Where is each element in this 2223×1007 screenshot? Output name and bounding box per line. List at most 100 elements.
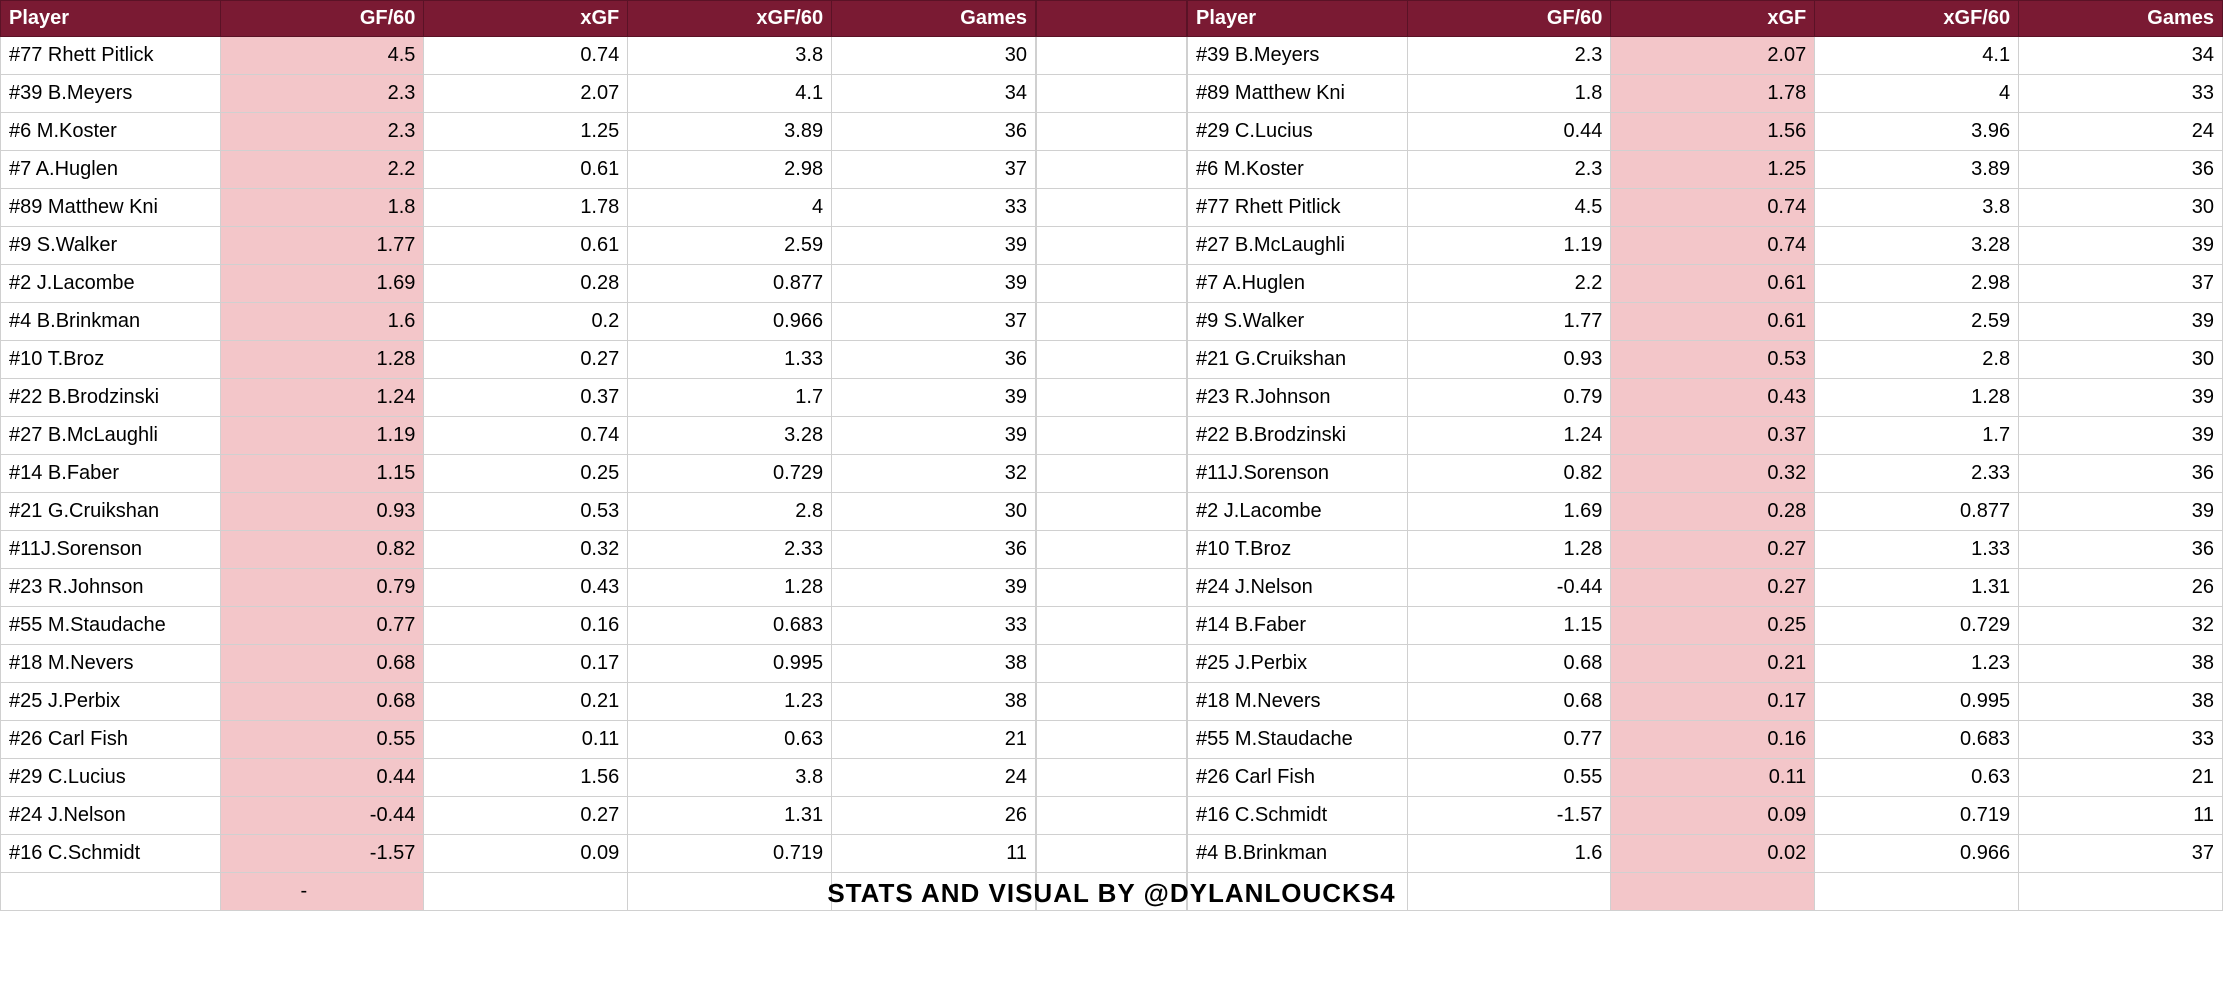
stat-cell: 1.78 — [424, 189, 628, 227]
stat-cell: 0.61 — [1611, 303, 1815, 341]
spacer-cell — [1037, 113, 1187, 151]
spacer-row — [1037, 759, 1187, 797]
stat-cell: 0.79 — [1407, 379, 1611, 417]
stat-cell: 0.61 — [1611, 265, 1815, 303]
table-row: #6 M.Koster2.31.253.8936 — [1, 113, 1036, 151]
stat-cell: 0.82 — [1407, 455, 1611, 493]
stat-cell: 0.995 — [1815, 683, 2019, 721]
table-row: #7 A.Huglen2.20.612.9837 — [1, 151, 1036, 189]
stat-cell: 1.6 — [220, 303, 424, 341]
stat-cell: 0.25 — [1611, 607, 1815, 645]
stat-cell: 2.33 — [628, 531, 832, 569]
stat-cell: 1.8 — [220, 189, 424, 227]
player-cell: #16 C.Schmidt — [1188, 797, 1408, 835]
stat-cell: 2.3 — [220, 75, 424, 113]
blank-cell: - — [220, 873, 424, 911]
table-row: #16 C.Schmidt-1.570.090.71911 — [1188, 797, 2223, 835]
stat-cell: 0.63 — [628, 721, 832, 759]
stat-cell: 2.59 — [1815, 303, 2019, 341]
table-row: #2 J.Lacombe1.690.280.87739 — [1188, 493, 2223, 531]
stat-cell: 38 — [832, 645, 1036, 683]
stat-cell: 37 — [832, 303, 1036, 341]
table-row: #11J.Sorenson0.820.322.3336 — [1, 531, 1036, 569]
stat-cell: -1.57 — [1407, 797, 1611, 835]
spacer-cell — [1037, 455, 1187, 493]
stat-cell: 0.74 — [1611, 189, 1815, 227]
table-row: #7 A.Huglen2.20.612.9837 — [1188, 265, 2223, 303]
stat-cell: 36 — [2019, 455, 2223, 493]
stat-cell: 2.2 — [220, 151, 424, 189]
player-cell: #26 Carl Fish — [1188, 759, 1408, 797]
stat-cell: 0.44 — [1407, 113, 1611, 151]
table-row: #55 M.Staudache0.770.160.68333 — [1188, 721, 2223, 759]
stat-cell: 2.2 — [1407, 265, 1611, 303]
spacer-cell — [1037, 189, 1187, 227]
spacer-cell — [1037, 607, 1187, 645]
stat-cell: 33 — [832, 607, 1036, 645]
stat-cell: 33 — [2019, 721, 2223, 759]
player-cell: #2 J.Lacombe — [1188, 493, 1408, 531]
stat-cell: 2.3 — [1407, 151, 1611, 189]
stat-cell: 32 — [2019, 607, 2223, 645]
stat-cell: 2.3 — [220, 113, 424, 151]
stat-cell: 39 — [2019, 417, 2223, 455]
table-row: #2 J.Lacombe1.690.280.87739 — [1, 265, 1036, 303]
spacer-row — [1037, 227, 1187, 265]
stat-cell: 0.729 — [628, 455, 832, 493]
left-table-body: #77 Rhett Pitlick4.50.743.830#39 B.Meyer… — [1, 37, 1036, 911]
stat-cell: 1.69 — [1407, 493, 1611, 531]
spacer-row — [1037, 493, 1187, 531]
spacer-row — [1037, 341, 1187, 379]
player-cell: #77 Rhett Pitlick — [1188, 189, 1408, 227]
stat-cell: 0.09 — [1611, 797, 1815, 835]
player-cell: #55 M.Staudache — [1, 607, 221, 645]
table-row: #25 J.Perbix0.680.211.2338 — [1, 683, 1036, 721]
stat-cell: 1.24 — [220, 379, 424, 417]
table-row: #14 B.Faber1.150.250.72932 — [1, 455, 1036, 493]
spacer-row — [1037, 113, 1187, 151]
player-cell: #39 B.Meyers — [1188, 37, 1408, 75]
stat-cell: 0.25 — [424, 455, 628, 493]
stat-cell: 0.28 — [1611, 493, 1815, 531]
player-cell: #21 G.Cruikshan — [1, 493, 221, 531]
stat-cell: 1.28 — [1815, 379, 2019, 417]
col-header-games: Games — [2019, 1, 2223, 37]
stat-cell: 3.89 — [628, 113, 832, 151]
player-cell: #14 B.Faber — [1, 455, 221, 493]
table-row: #26 Carl Fish0.550.110.6321 — [1, 721, 1036, 759]
table-row: #89 Matthew Kni1.81.78433 — [1188, 75, 2223, 113]
spacer-row — [1037, 721, 1187, 759]
stat-cell: 36 — [2019, 531, 2223, 569]
spacer-row — [1037, 189, 1187, 227]
tables-container: Player GF/60 xGF xGF/60 Games #77 Rhett … — [0, 0, 2223, 911]
stat-cell: 0.68 — [1407, 683, 1611, 721]
stat-cell: 0.74 — [424, 417, 628, 455]
col-header-gf60: GF/60 — [1407, 1, 1611, 37]
right-table: Player GF/60 xGF xGF/60 Games #39 B.Meye… — [1187, 0, 2223, 911]
stat-cell: 33 — [2019, 75, 2223, 113]
stat-cell: 0.27 — [424, 797, 628, 835]
stat-cell: 38 — [2019, 683, 2223, 721]
player-cell: #89 Matthew Kni — [1, 189, 221, 227]
stat-cell: 26 — [2019, 569, 2223, 607]
player-cell: #21 G.Cruikshan — [1188, 341, 1408, 379]
spacer-row — [1037, 75, 1187, 113]
col-header-games: Games — [832, 1, 1036, 37]
stat-cell: 1.33 — [628, 341, 832, 379]
stat-cell: 3.8 — [1815, 189, 2019, 227]
player-cell: #26 Carl Fish — [1, 721, 221, 759]
stat-cell: 34 — [2019, 37, 2223, 75]
table-row-blank: - — [1, 873, 1036, 911]
col-header-xgf: xGF — [424, 1, 628, 37]
table-row: #29 C.Lucius0.441.563.824 — [1, 759, 1036, 797]
stat-cell: 2.8 — [1815, 341, 2019, 379]
stat-cell: 2.8 — [628, 493, 832, 531]
stat-cell: 0.93 — [1407, 341, 1611, 379]
stat-cell: 32 — [832, 455, 1036, 493]
table-row: #18 M.Nevers0.680.170.99538 — [1188, 683, 2223, 721]
spacer-cell — [1037, 37, 1187, 75]
blank-cell — [1611, 873, 1815, 911]
spacer-header — [1037, 1, 1187, 37]
stat-cell: 1.8 — [1407, 75, 1611, 113]
stat-cell: 1.31 — [1815, 569, 2019, 607]
